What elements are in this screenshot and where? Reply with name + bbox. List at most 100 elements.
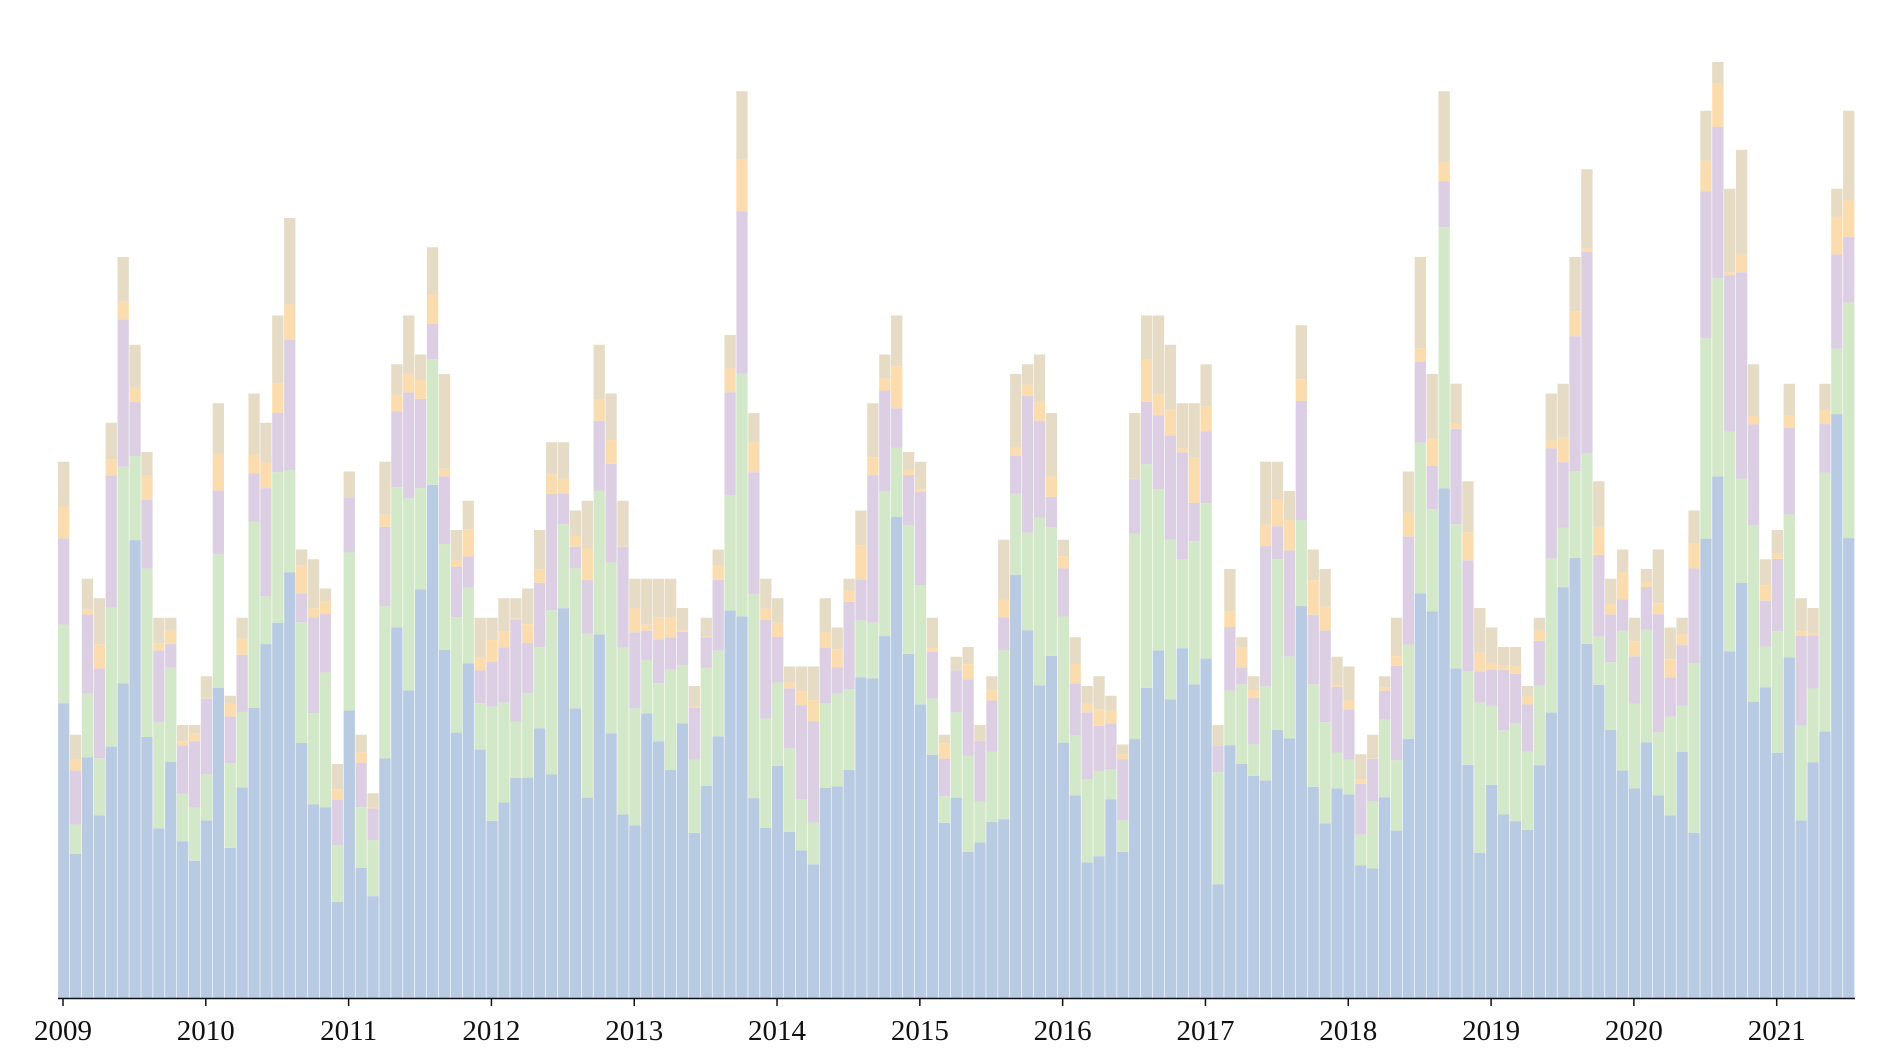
bar-stack [1117, 744, 1129, 998]
bar-segment [843, 601, 855, 690]
bar-segment [1188, 502, 1200, 542]
bar-segment [1057, 742, 1069, 998]
bar-segment [676, 723, 689, 998]
bar-segment [355, 762, 367, 808]
bar-segment [188, 860, 201, 998]
bar-segment [1378, 690, 1391, 720]
bar-stack [1057, 539, 1069, 998]
bar-segment [1509, 666, 1522, 674]
bar-stack [902, 452, 915, 998]
bar-stack [855, 510, 867, 998]
bar-segment [1545, 440, 1557, 449]
bar-segment [914, 461, 927, 490]
bar-segment [1795, 635, 1807, 726]
bar-segment [1557, 462, 1569, 528]
bar-segment [331, 764, 344, 790]
bar-segment [1545, 558, 1557, 713]
bar-segment [403, 315, 415, 374]
bar-segment [617, 500, 629, 546]
bar-segment [1045, 475, 1058, 497]
bar-segment [1771, 530, 1783, 554]
bar-segment [1474, 702, 1486, 853]
bar-segment [1390, 760, 1403, 831]
bar-stack [1176, 403, 1188, 998]
bar-segment [1331, 656, 1343, 685]
bar-segment [617, 814, 629, 998]
bar-segment [1640, 586, 1653, 630]
bar-segment [1509, 723, 1522, 822]
bar-stack [1807, 608, 1819, 998]
bar-segment [1236, 637, 1248, 648]
bar-segment [593, 490, 605, 635]
bar-segment [391, 487, 403, 628]
bar-segment [331, 845, 344, 902]
bar-stack [153, 617, 165, 998]
bar-segment [605, 562, 617, 734]
bar-segment [1819, 409, 1831, 425]
bar-segment [974, 725, 986, 741]
bar-segment [1438, 161, 1450, 182]
bar-stack [1462, 481, 1474, 998]
bar-segment [557, 478, 570, 494]
bar-stack [1771, 530, 1783, 998]
bar-segment [1712, 127, 1724, 279]
bar-segment [1307, 549, 1319, 581]
bar-segment [653, 683, 665, 742]
bar-segment [284, 339, 296, 471]
bar-segment [1688, 510, 1700, 544]
bar-stack [1557, 383, 1569, 998]
bar-segment [1640, 569, 1653, 582]
bar-segment [1533, 765, 1545, 998]
bar-segment [1188, 403, 1200, 458]
bar-segment [1521, 704, 1534, 752]
bar-segment [438, 649, 451, 998]
bar-stack [1605, 578, 1617, 998]
bar-segment [1807, 635, 1819, 689]
bar-segment [177, 725, 189, 742]
bar-segment [510, 721, 522, 778]
bar-segment [1569, 311, 1581, 337]
bar-stack [641, 578, 653, 998]
bar-segment [129, 540, 141, 998]
bar-segment [676, 608, 689, 630]
bar-segment [724, 495, 736, 611]
bar-segment [1283, 738, 1296, 998]
bar-segment [629, 632, 641, 709]
bar-segment [1664, 659, 1676, 678]
bar-segment [855, 579, 867, 621]
bar-segment [748, 441, 760, 473]
bar-segment [1295, 401, 1307, 521]
bar-stack [1688, 510, 1700, 998]
bar-segment [1236, 684, 1248, 764]
bar-segment [1307, 786, 1319, 998]
bar-segment [1414, 348, 1426, 362]
bar-stack [1069, 637, 1081, 998]
x-tick-label: 2009 [34, 1015, 92, 1047]
bar-segment [438, 476, 451, 545]
bar-stack [557, 442, 570, 998]
bar-segment [1831, 348, 1843, 415]
bar-stack [1200, 364, 1212, 998]
bar-segment [867, 403, 879, 458]
bar-stack [736, 91, 748, 998]
bar-segment [783, 666, 796, 683]
bar-segment [58, 624, 70, 704]
bar-segment [914, 489, 927, 492]
bar-segment [510, 598, 522, 619]
x-tick-label: 2017 [1176, 1015, 1234, 1047]
bar-stack [1390, 617, 1403, 998]
bar-segment [1747, 701, 1760, 998]
bar-segment [224, 695, 236, 704]
bar-segment [772, 682, 784, 766]
bar-segment [1367, 758, 1379, 802]
bar-stack [212, 403, 225, 998]
bar-segment [1319, 606, 1331, 631]
bar-segment [998, 539, 1010, 600]
bar-segment [1426, 509, 1438, 612]
bar-segment [379, 606, 391, 759]
bar-segment [1093, 709, 1105, 726]
bar-segment [1462, 671, 1474, 765]
bar-segment [343, 497, 355, 553]
bar-stack [486, 617, 498, 998]
bar-segment [260, 596, 272, 645]
